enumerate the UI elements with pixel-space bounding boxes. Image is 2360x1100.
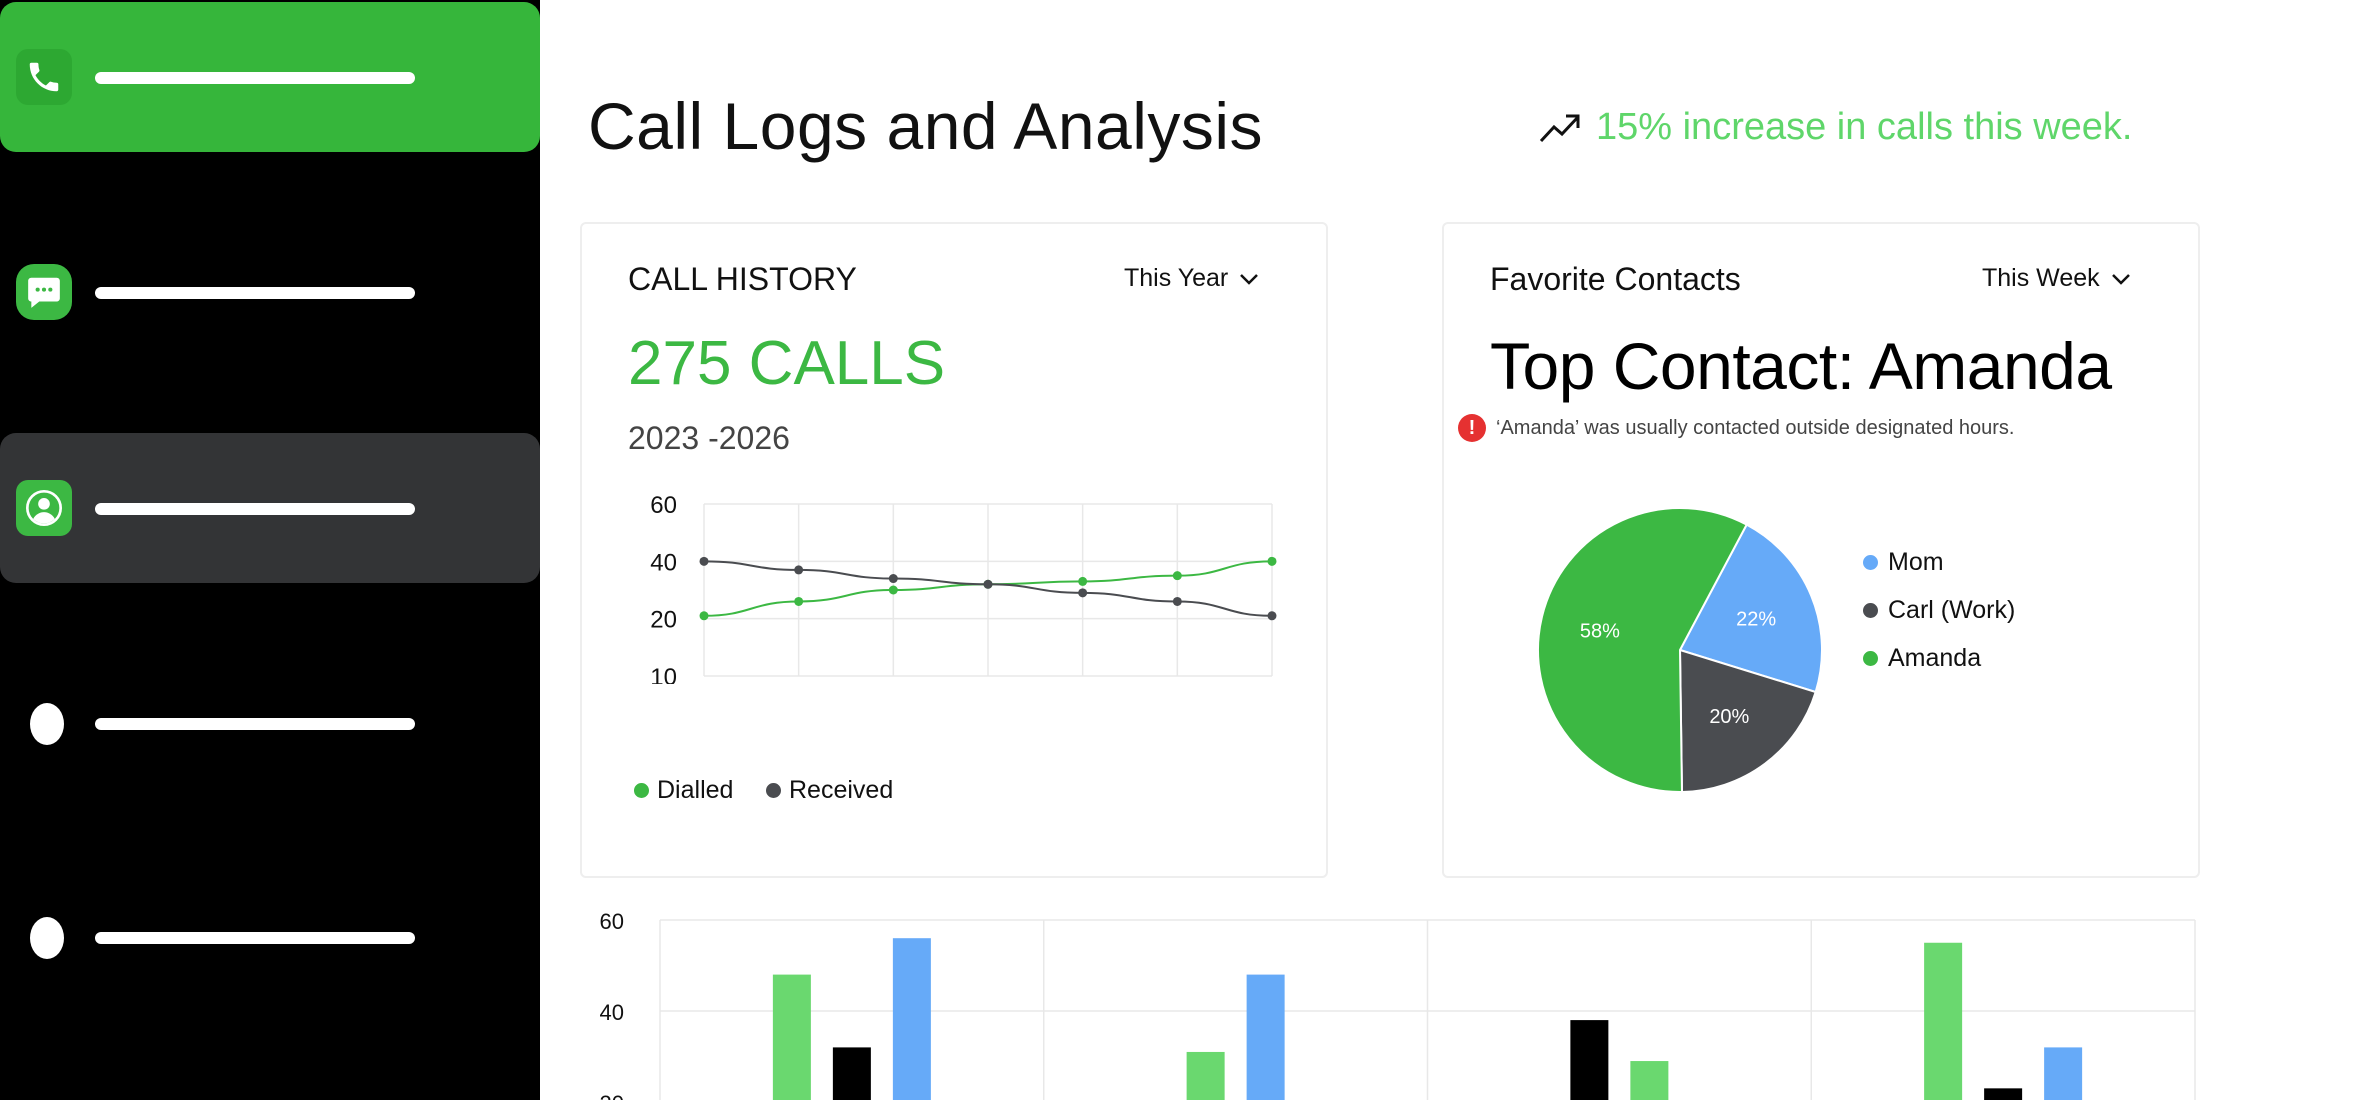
pie-legend-item: Carl (Work) <box>1863 586 2015 634</box>
bar <box>1630 1061 1669 1100</box>
data-point <box>1172 596 1182 606</box>
card-title: CALL HISTORY <box>628 261 857 297</box>
y-tick-label: 60 <box>650 492 677 519</box>
data-point <box>888 574 898 584</box>
y-tick-label: 40 <box>600 1000 624 1025</box>
legend-label: Received <box>789 776 894 804</box>
data-point <box>794 565 804 575</box>
data-point <box>794 596 804 606</box>
legend-label: Carl (Work) <box>1888 595 2016 624</box>
message-icon <box>16 264 72 320</box>
legend-swatch <box>1863 602 1878 618</box>
legend-swatch <box>1863 554 1878 570</box>
data-point <box>983 579 993 589</box>
warning-text: ‘Amanda’ was usually contacted outside d… <box>1496 416 2015 439</box>
dot-icon <box>30 703 64 745</box>
contact-icon <box>16 480 72 536</box>
bar <box>1570 1020 1609 1100</box>
legend-swatch <box>766 783 781 798</box>
period-label: This Week <box>1982 264 2100 292</box>
nav-label-placeholder <box>95 718 415 730</box>
call-history-card: CALL HISTORY This Year 275 CALLS 2023 -2… <box>580 222 1328 878</box>
year-range: 2023 -2026 <box>628 420 790 456</box>
bar <box>772 974 811 1100</box>
data-point <box>699 611 709 621</box>
period-dropdown[interactable]: This Week <box>1982 264 2132 293</box>
nav-item-calls[interactable] <box>0 2 540 152</box>
legend-swatch <box>634 783 649 798</box>
nav-label-placeholder <box>95 932 415 944</box>
data-point <box>888 585 898 595</box>
nav-item-contacts[interactable] <box>0 433 540 583</box>
data-point <box>1267 556 1277 566</box>
nav-label-placeholder <box>95 72 415 84</box>
y-tick-label: 20 <box>600 1091 624 1100</box>
favorite-contacts-pie-chart: 22% 20% 58% <box>1537 507 1823 794</box>
page-title: Call Logs and Analysis <box>588 89 1264 163</box>
legend-received: Received <box>766 776 893 805</box>
y-tick-label: 40 <box>650 549 677 576</box>
legend-label: Mom <box>1888 547 1944 576</box>
nav-item-4[interactable] <box>0 648 540 798</box>
top-contact-heading: Top Contact: Amanda <box>1490 329 2112 403</box>
trend-indicator: 15% increase in calls this week. <box>1538 106 2132 149</box>
bar <box>2044 1047 2083 1100</box>
pie-legend-item: Amanda <box>1863 634 2015 682</box>
bar <box>832 1047 871 1100</box>
pie-legend: Mom Carl (Work) Amanda <box>1863 538 2015 682</box>
bar-chart: 60 40 20 <box>600 909 2196 1100</box>
pie-slice-label: 58% <box>1580 621 1620 643</box>
bar <box>892 938 931 1100</box>
pie-slice-label: 22% <box>1736 609 1776 631</box>
phone-icon <box>16 49 72 105</box>
bar <box>1984 1088 2023 1100</box>
pie-slice-label: 20% <box>1709 706 1749 728</box>
nav-item-messages[interactable] <box>0 217 540 367</box>
bar <box>1246 974 1285 1100</box>
nav-label-placeholder <box>95 287 415 299</box>
y-tick-label: 10 <box>650 664 677 684</box>
data-point <box>1267 611 1277 621</box>
pie-legend-item: Mom <box>1863 538 2015 586</box>
legend-swatch <box>1863 650 1878 666</box>
total-calls: 275 CALLS <box>628 329 946 398</box>
trending-up-icon <box>1539 114 1580 142</box>
pie-slice-mom <box>1678 523 1823 694</box>
legend-dialled: Dialled <box>634 776 733 805</box>
period-dropdown[interactable]: This Year <box>1124 264 1260 293</box>
pie-slice-amanda <box>1537 507 1749 793</box>
call-history-line-chart: 60402010JanFebMarAprMaiJun <box>650 492 1277 684</box>
bar <box>1186 1051 1225 1100</box>
data-point <box>1172 571 1182 581</box>
nav-item-5[interactable] <box>0 862 540 1012</box>
dot-icon <box>30 917 64 959</box>
period-label: This Year <box>1124 264 1229 292</box>
y-tick-label: 20 <box>650 607 677 634</box>
alert-icon: ! <box>1458 414 1486 442</box>
bar <box>1924 942 1963 1100</box>
chevron-down-icon <box>2111 273 2130 285</box>
legend-label: Amanda <box>1888 643 1982 672</box>
data-point <box>1078 588 1088 598</box>
data-point <box>1078 576 1088 586</box>
favorite-contacts-card: Favorite Contacts This Week Top Contact:… <box>1442 222 2200 878</box>
chevron-down-icon <box>1240 273 1259 285</box>
legend-label: Dialled <box>657 776 734 804</box>
warning-message: ! ‘Amanda’ was usually contacted outside… <box>1458 414 2014 442</box>
data-point <box>699 556 709 566</box>
nav-label-placeholder <box>95 503 415 515</box>
card-title: Favorite Contacts <box>1490 261 1741 297</box>
pie-slice-carl-work- <box>1678 648 1817 794</box>
trend-text: 15% increase in calls this week. <box>1596 106 2133 148</box>
sidebar <box>0 0 540 1100</box>
y-tick-label: 60 <box>600 909 624 934</box>
